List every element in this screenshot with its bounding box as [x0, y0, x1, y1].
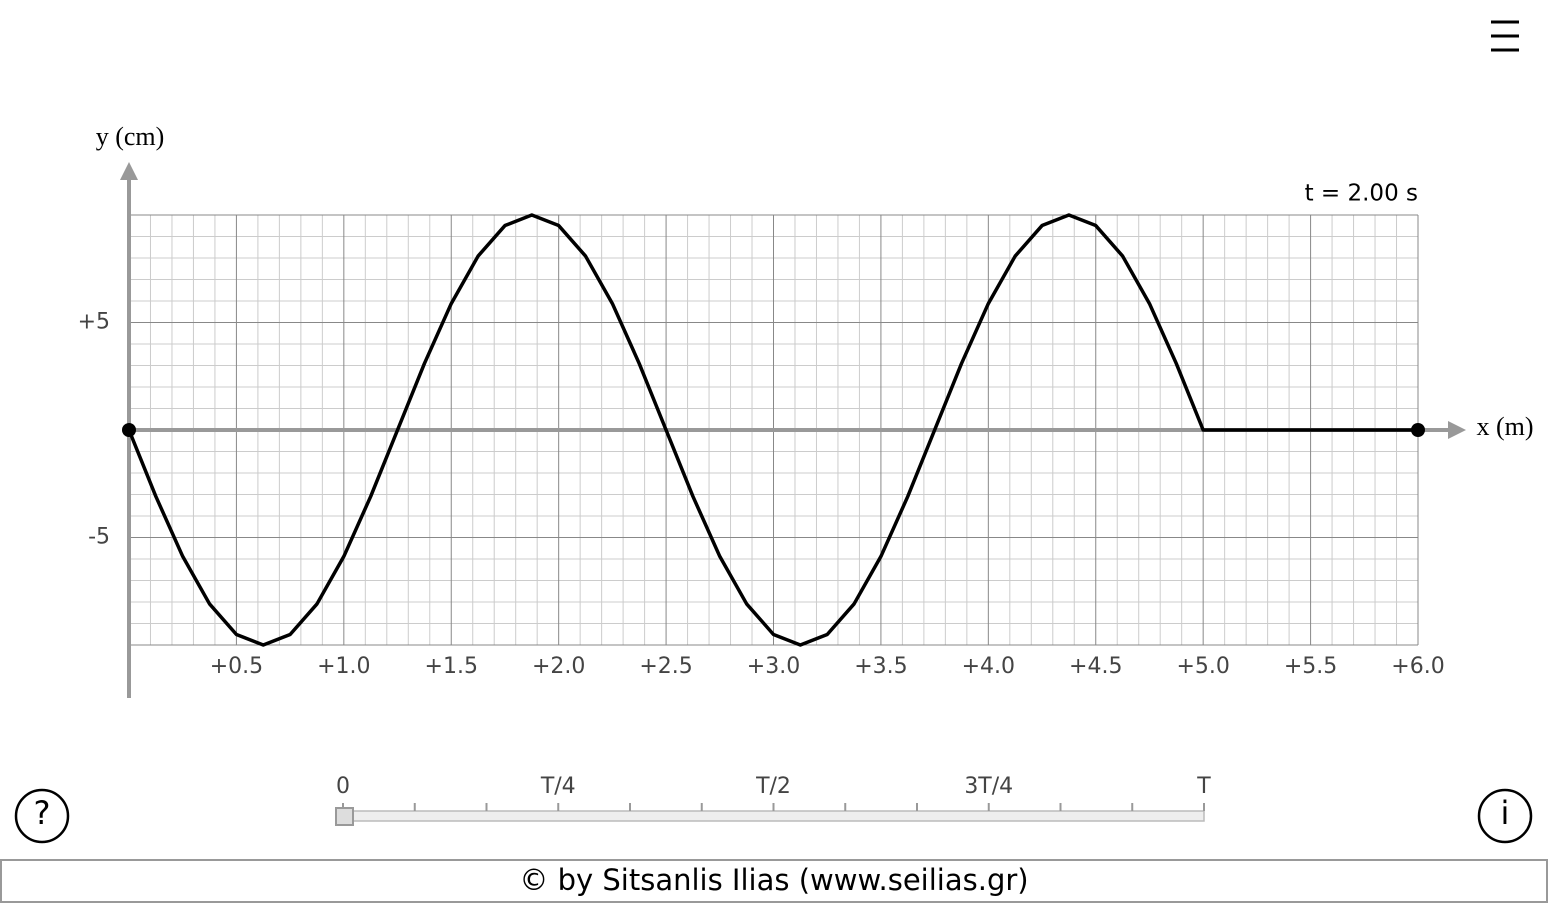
wave-line — [127, 213, 1418, 647]
y-axis-label: y (cm) — [96, 122, 165, 151]
time-slider[interactable]: 0 T/4 T/2 3T/4 T — [336, 774, 1211, 822]
end-point — [122, 423, 136, 437]
y-tick-label: -5 — [88, 525, 110, 550]
x-tick-label: +4.5 — [1069, 654, 1122, 679]
slider-label: T/2 — [755, 774, 791, 799]
x-tick-label: +5.0 — [1176, 654, 1229, 679]
x-axis-label: x (m) — [1476, 412, 1533, 441]
menu-icon[interactable] — [1491, 20, 1519, 52]
info-icon[interactable]: i — [1501, 794, 1510, 832]
x-tick-label: +3.5 — [854, 654, 907, 679]
footer-box — [0, 859, 1548, 903]
help-button[interactable]: ? — [14, 788, 70, 844]
x-tick-label: +3.0 — [747, 654, 800, 679]
y-tick-label: +5 — [78, 310, 110, 335]
time-label: t = 2.00 s — [1305, 181, 1418, 207]
x-tick-label: +0.5 — [210, 654, 263, 679]
x-tick-label: +1.0 — [317, 654, 370, 679]
x-tick-label: +4.0 — [962, 654, 1015, 679]
x-tick-label: +1.5 — [425, 654, 478, 679]
x-tick-label: +2.5 — [639, 654, 692, 679]
slider-label: 3T/4 — [964, 774, 1013, 799]
x-tick-label: +2.0 — [532, 654, 585, 679]
slider-handle[interactable] — [335, 807, 354, 826]
footer: © by Sitsanlis Ilias (www.seilias.gr) — [519, 863, 1028, 897]
help-icon[interactable]: ? — [34, 794, 51, 832]
slider-label: 0 — [336, 774, 350, 799]
info-button[interactable]: i — [1477, 788, 1533, 844]
x-tick-label: +6.0 — [1391, 654, 1444, 679]
end-point — [1411, 423, 1425, 437]
slider-label: T — [1196, 774, 1211, 799]
slider-label: T/4 — [540, 774, 576, 799]
x-tick-label: +5.5 — [1284, 654, 1337, 679]
plot — [122, 213, 1425, 647]
